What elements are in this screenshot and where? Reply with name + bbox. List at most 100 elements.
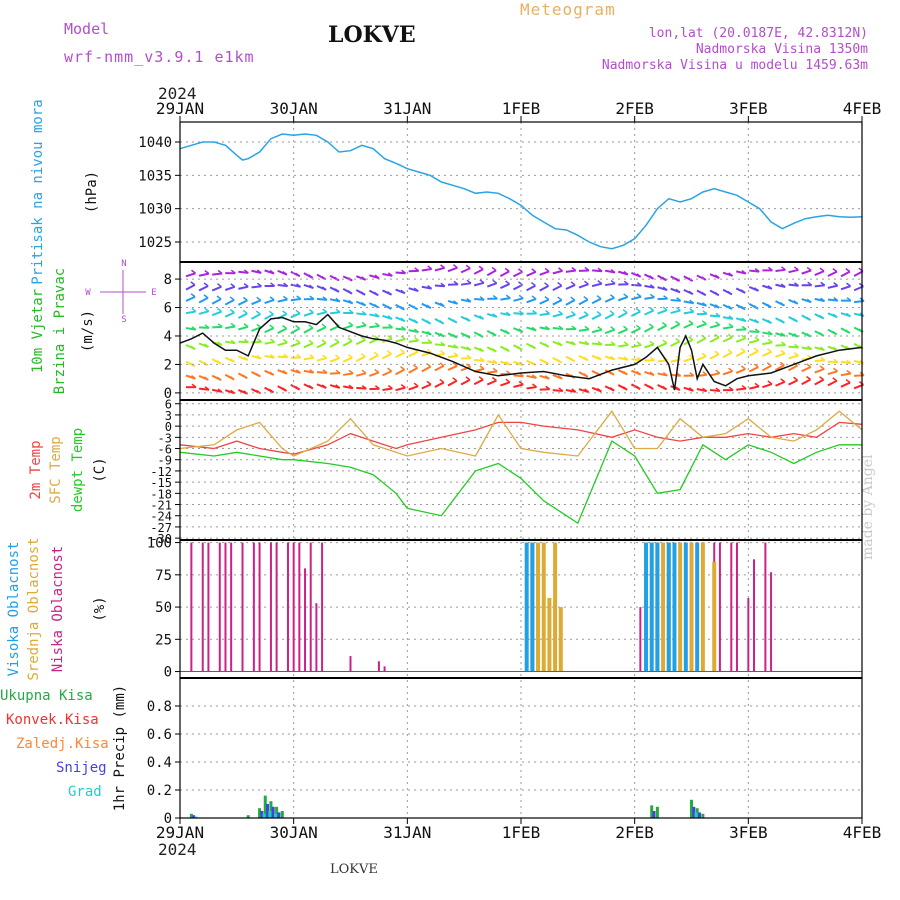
precip-tick-label: 0.8 [147,699,172,715]
wind-arrow-head [335,369,341,374]
precip-tick-label: 0.6 [147,727,172,743]
wind-arrow-head [635,385,641,390]
wind-arrow [224,299,235,306]
wind-arrow [631,358,642,362]
wind-arrow-head [321,323,327,328]
wind-arrow [447,365,458,371]
wind-arrow-head [360,352,366,358]
wind-arrow-head [348,309,354,314]
wind-arrow-head [204,386,210,391]
wind-arrow-head [492,279,498,284]
wind-arrow-head [413,319,419,324]
wind-arrow-head [636,273,642,278]
wind-arrow [775,344,786,347]
wind-arrow-head [426,320,432,325]
precip-bar [690,799,693,818]
wind-arrow-head [794,343,800,348]
wind-arrow [696,322,707,329]
wind-arrow-head [754,268,760,273]
cloud-bar [241,542,244,672]
temperature-tick-label: -3 [158,431,172,445]
wind-arrow-head [688,387,694,392]
temperature-tick-label: -30 [150,532,172,546]
wind-arrow [316,371,328,374]
wind-arrow-head [347,337,353,342]
wind-arrow [605,282,616,287]
wind-arrow-head [662,306,668,311]
wind-arrow-head [570,357,576,362]
wind-arrow-head [491,376,497,382]
temp-sfc-label: SFC Temp [48,436,64,503]
wind-arrow [565,284,576,290]
wind-arrow-head [845,268,851,273]
wind-arrow-head [216,283,222,288]
wind-arrow-head [728,272,734,277]
wind-arrow-head [557,359,563,364]
cloud-unit: (%) [92,596,108,621]
wind-arrow-head [754,382,760,387]
wind-arrow-head [243,356,249,361]
wind-arrow [709,388,721,393]
wind-arrow-head [846,282,851,287]
wind-arrow-head [256,296,262,301]
wind-arrow [762,341,773,346]
wind-arrow-head [374,368,380,374]
wind-axis-label-2: Brzina i Pravac [52,268,68,394]
wind-arrow-head [649,284,655,289]
time-label-bottom: 31JAN [383,823,431,842]
wind-arrow-head [820,297,825,302]
wind-arrow-head [833,367,838,372]
wind-arrow [382,352,392,360]
wind-arrow-head [715,321,721,326]
wind-arrow-head [793,266,799,271]
wind-arrow [565,269,576,273]
time-label-top: 4FEB [843,99,882,118]
wind-arrow-head [754,328,760,333]
wind-arrow [395,351,405,359]
wind-arrow-head [819,267,825,272]
wind-arrow-head [636,341,642,346]
wind-arrow-head [335,297,341,302]
wind-arrow-head [584,340,590,345]
wind-arrow-head [727,333,733,338]
wind-arrow [683,357,694,363]
cloud-bar [689,542,694,672]
wind-arrow-head [792,318,798,323]
coords-text: lon,lat (20.0187E, 42.8312N) [648,26,868,41]
wind-arrow-head [779,319,785,324]
cloud-bar [747,598,750,672]
wind-arrow-head [440,282,446,287]
cloud-bar [321,542,324,672]
wind-arrow [618,344,629,348]
wind-arrow-head [479,315,484,320]
wind-arrow-head [623,356,629,361]
wind-arrow [264,313,274,320]
wind-arrow-head [754,318,760,324]
wind-arrow-head [243,283,249,288]
wind-arrow-head [767,338,773,344]
wind-arrow-head [204,270,210,275]
wind-arrow-head [610,279,616,285]
wind-arrow [447,266,458,273]
cloud-bar [683,542,688,672]
wind-arrow-head [648,385,654,390]
cloud-bar [252,542,255,672]
wind-arrow [447,379,458,387]
wind-arrow [788,354,799,360]
wind-arrow-head [531,268,537,273]
wind-arrow-head [400,289,406,294]
wind-arrow [552,313,563,318]
wind-arrow-head [282,370,288,375]
wind-arrow-head [610,268,616,274]
cloud-bar [639,607,642,672]
wind-arrow-head [727,305,733,310]
wind-arrow-head [622,370,628,376]
wind-arrow [238,285,249,290]
wind-arrow-head [531,295,537,300]
cloud-low-label: Niska Oblacnost [50,546,66,672]
compass-letter: S [121,315,126,325]
cloud-bar [230,542,233,672]
wind-arrow-head [452,362,458,367]
wind-arrow [251,326,262,332]
wind-arrow [591,282,603,288]
